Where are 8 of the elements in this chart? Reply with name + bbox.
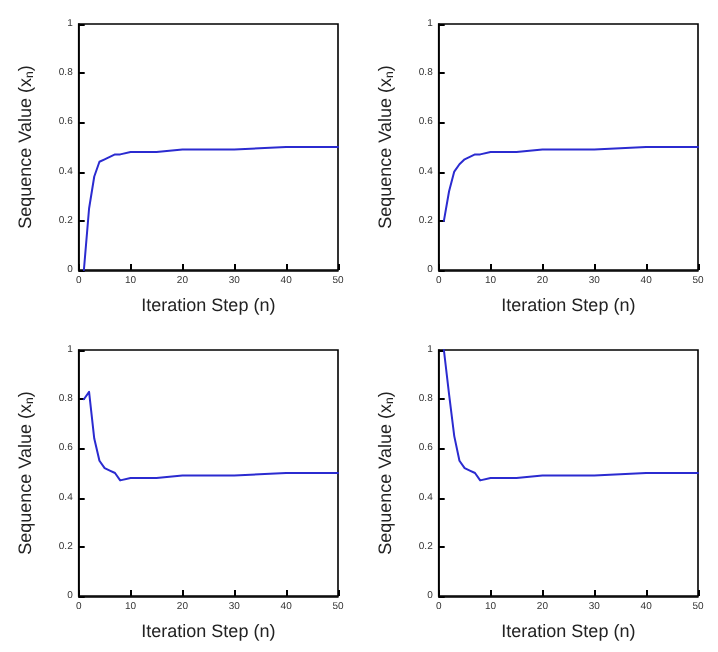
x-axis-title: Iteration Step (n) (141, 620, 276, 641)
line-series (442, 349, 699, 482)
x-axis-title: Iteration Step (n) (141, 294, 276, 315)
x-axis-title: Iteration Step (n) (501, 620, 636, 641)
line-series (82, 390, 339, 482)
line-series (442, 146, 699, 222)
x-axis-title: Iteration Step (n) (501, 294, 636, 315)
line-series (82, 146, 339, 271)
